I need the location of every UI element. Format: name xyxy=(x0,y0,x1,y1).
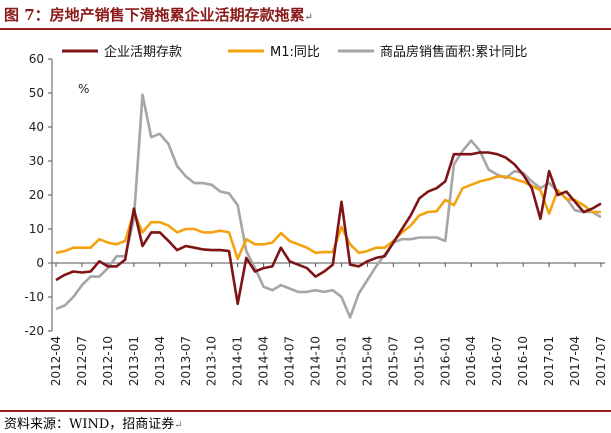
x-tick-label: 2013-01 xyxy=(127,336,141,386)
x-tick-label: 2017-04 xyxy=(568,336,582,386)
y-tick-label: 30 xyxy=(29,154,44,168)
axis-layer: -20 -10 0 10 20 30 40 50 60 2012-04 2012-07 2012-10… xyxy=(24,52,608,386)
top-rule xyxy=(0,28,611,30)
x-tick-label: 2015-10 xyxy=(412,336,426,386)
series-layer xyxy=(55,93,602,319)
x-tick-label: 2017-01 xyxy=(542,336,556,386)
x-tick-label: 2016-07 xyxy=(490,336,504,386)
y-tick-label: -20 xyxy=(24,324,44,338)
x-tick-label: 2014-10 xyxy=(309,336,323,386)
legend: 企业活期存款 M1:同比 商品房销售面积:累计同比 xyxy=(62,44,527,60)
source-text: 资料来源：WIND，招商证券 xyxy=(4,417,175,432)
y-tick-label: 50 xyxy=(29,86,44,100)
x-tick-label: 2015-04 xyxy=(360,336,374,386)
y-tick-label: 10 xyxy=(29,222,44,236)
legend-label-0: 企业活期存款 xyxy=(104,44,182,60)
series-line-2 xyxy=(55,93,602,319)
series-line-1 xyxy=(55,175,601,261)
paragraph-mark: ↵ xyxy=(174,420,183,431)
y-tick-label: 40 xyxy=(29,120,44,134)
x-tick-label: 2012-10 xyxy=(101,336,115,386)
bottom-rule xyxy=(0,410,611,412)
y-tick-label: 0 xyxy=(36,256,44,270)
x-tick-label: 2016-01 xyxy=(438,336,452,386)
y-tick-label: 60 xyxy=(29,52,44,66)
source-note: 资料来源：WIND，招商证券↵ xyxy=(4,413,183,432)
figure-title: 图 7：房地产销售下滑拖累企业活期存款拖累↵ xyxy=(0,4,313,25)
y-unit-label: % xyxy=(78,82,89,96)
x-tick-label: 2013-07 xyxy=(179,336,193,386)
legend-label-2: 商品房销售面积:累计同比 xyxy=(380,44,527,60)
x-tick-label: 2016-10 xyxy=(516,336,530,386)
x-tick-label: 2014-04 xyxy=(257,336,271,386)
x-tick-label: 2012-04 xyxy=(49,336,63,386)
x-tick-label: 2013-04 xyxy=(153,336,167,386)
chart: -20 -10 0 10 20 30 40 50 60 2012-04 2012-07 2012-10… xyxy=(24,44,608,386)
legend-label-1: M1:同比 xyxy=(270,45,320,60)
x-tick-label: 2015-07 xyxy=(386,336,400,386)
x-tick-label: 2014-01 xyxy=(231,336,245,386)
x-tick-label: 2016-04 xyxy=(464,336,478,386)
paragraph-mark: ↵ xyxy=(304,11,314,23)
y-tick-label: 20 xyxy=(29,188,44,202)
series-line-0 xyxy=(55,151,602,306)
y-tick-label: -10 xyxy=(24,290,44,304)
x-tick-label: 2014-07 xyxy=(283,336,297,386)
x-tick-label: 2012-07 xyxy=(75,336,89,386)
x-tick-label: 2013-10 xyxy=(205,336,219,386)
title-bar: 图 7：房地产销售下滑拖累企业活期存款拖累↵ xyxy=(0,0,611,28)
x-tick-label: 2015-01 xyxy=(334,336,348,386)
x-tick-label: 2017-07 xyxy=(594,336,608,386)
figure-title-text: 图 7：房地产销售下滑拖累企业活期存款拖累 xyxy=(4,5,305,24)
